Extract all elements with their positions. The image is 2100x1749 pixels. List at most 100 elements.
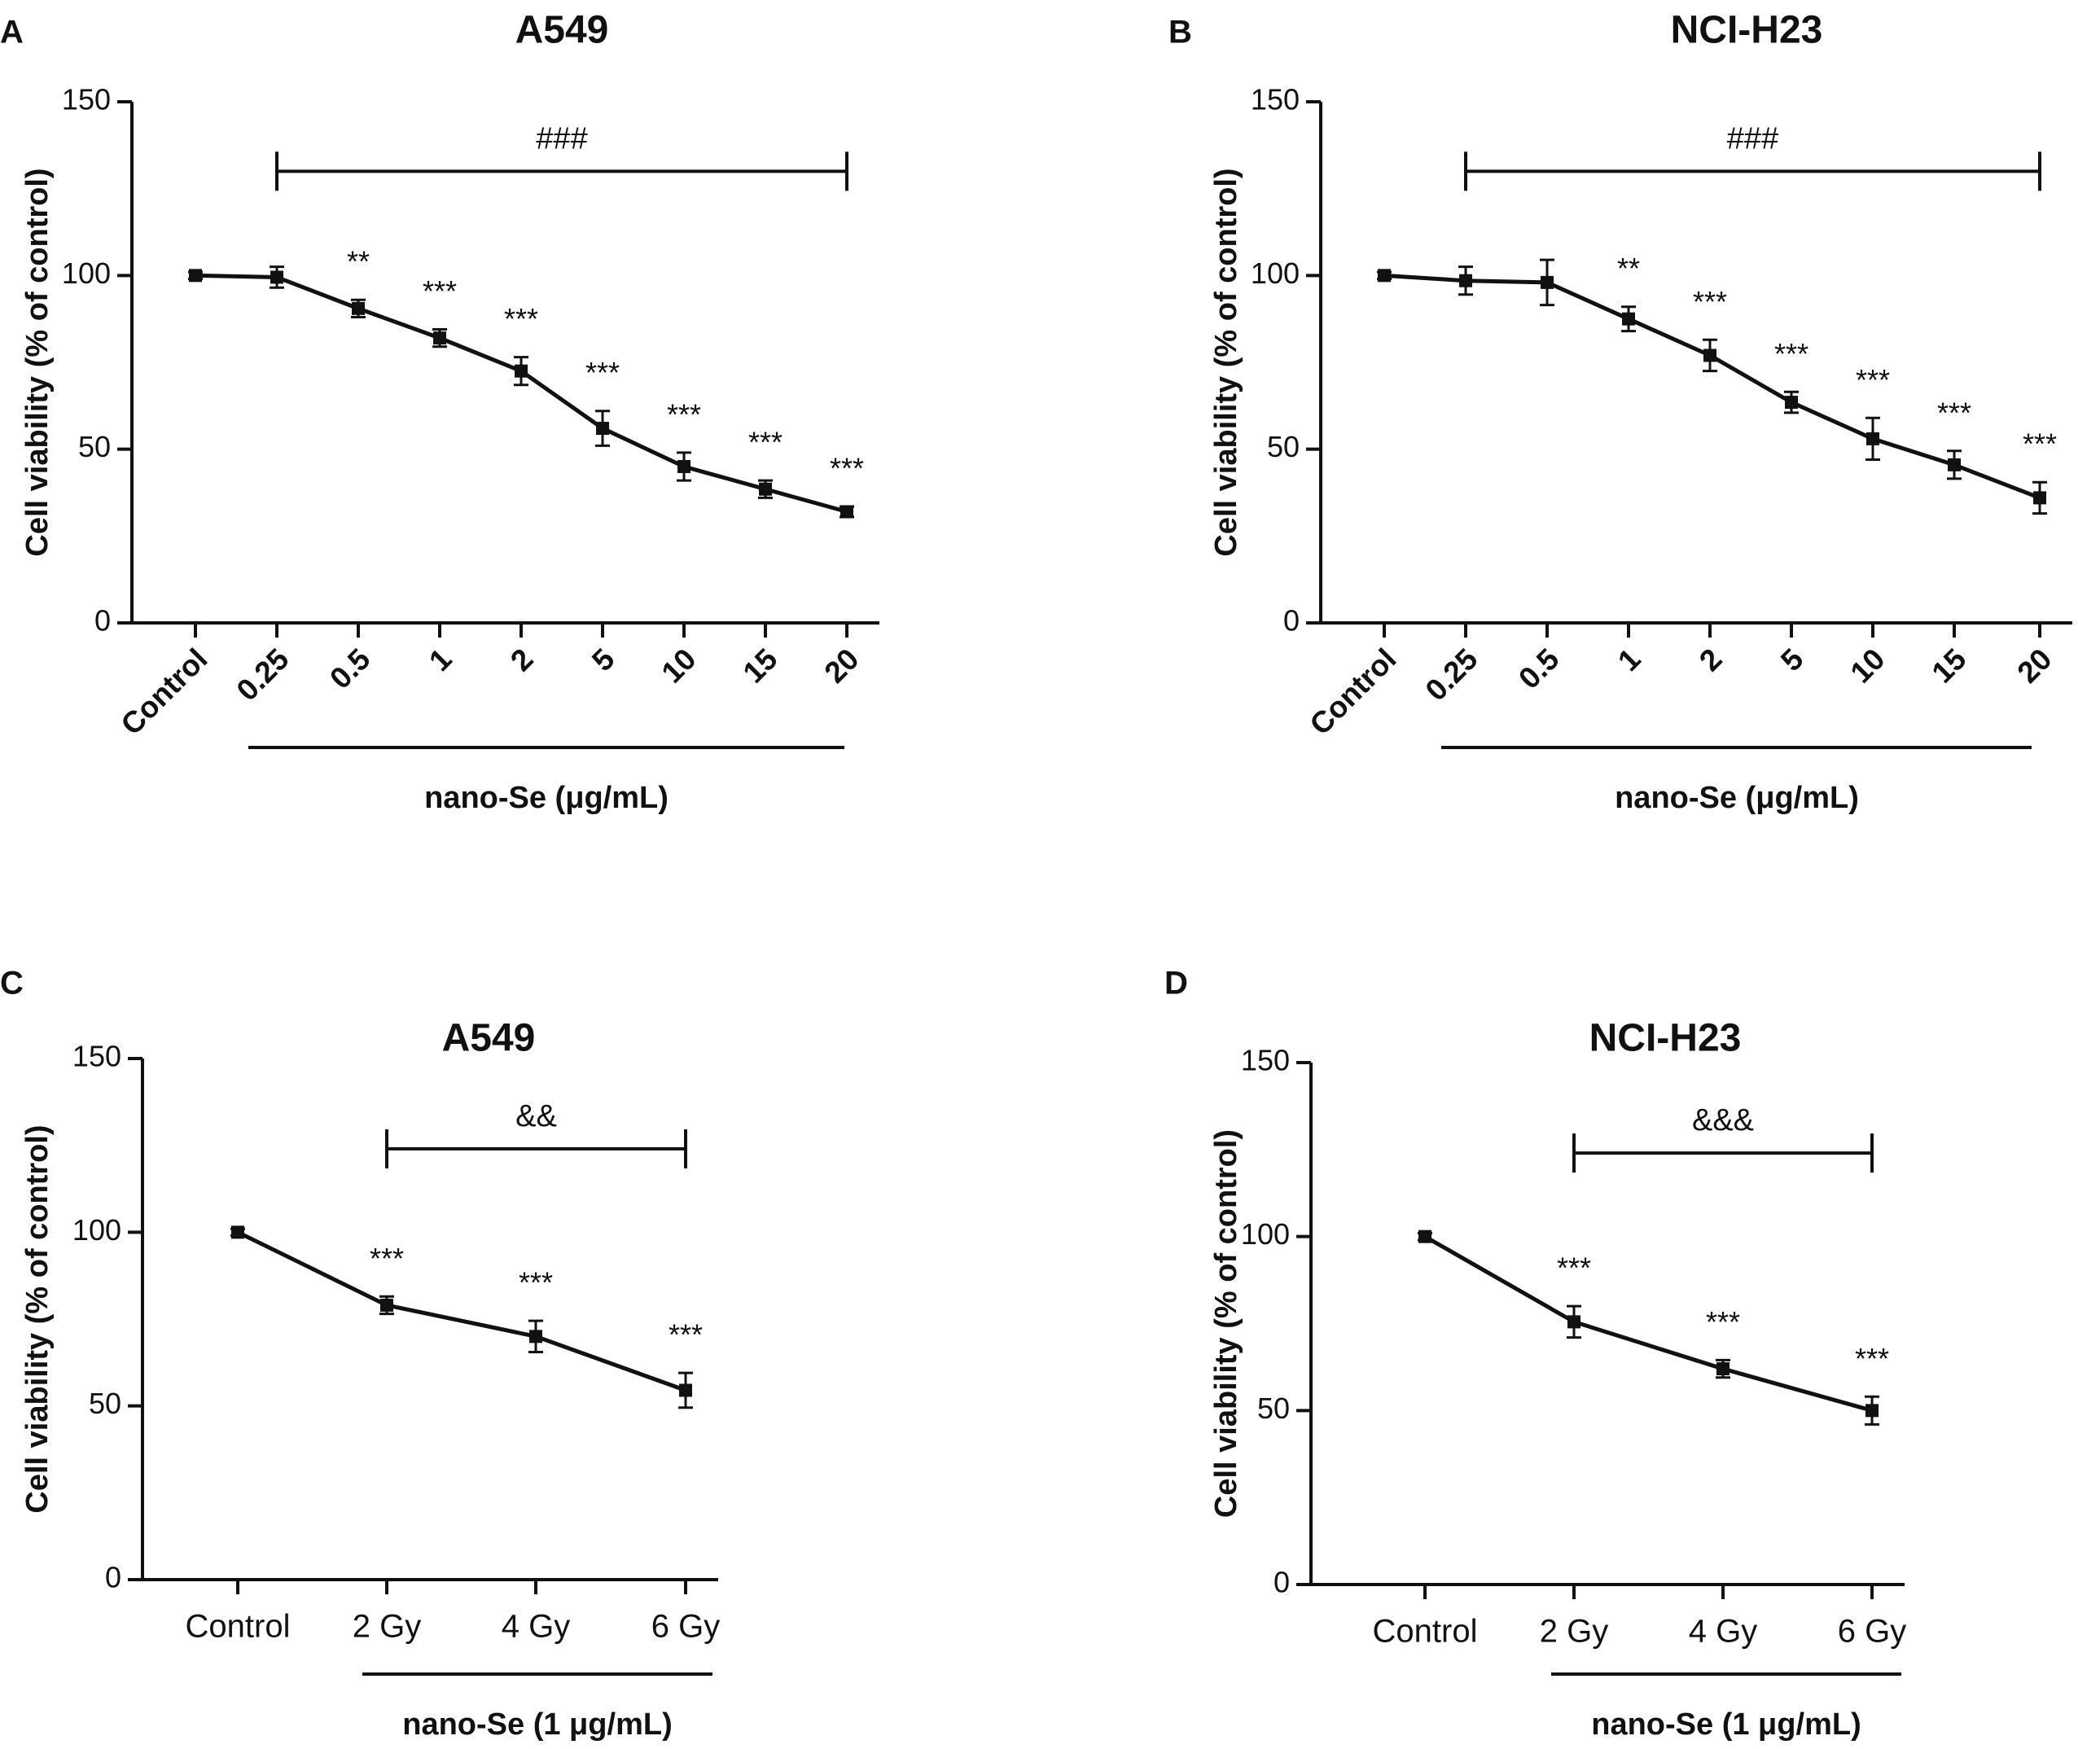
data-point xyxy=(677,460,691,473)
significance-label: *** xyxy=(370,1242,404,1275)
significance-label: *** xyxy=(585,356,620,389)
y-tick-label: 150 xyxy=(1241,1044,1290,1077)
data-point xyxy=(380,1298,393,1312)
data-point xyxy=(231,1225,244,1239)
data-point xyxy=(1865,1404,1879,1418)
y-tick-label: 50 xyxy=(1257,1392,1290,1425)
data-point xyxy=(1418,1230,1431,1243)
x-tick-label: 10 xyxy=(1844,642,1891,690)
data-point xyxy=(1541,275,1554,289)
significance-label: *** xyxy=(504,302,538,335)
data-point xyxy=(1459,274,1472,287)
y-tick-label: 150 xyxy=(72,1040,121,1073)
y-tick-label: 50 xyxy=(1267,430,1300,463)
x-tick-label: 4 Gy xyxy=(1689,1614,1757,1650)
data-point xyxy=(529,1330,542,1344)
data-point xyxy=(1866,432,1879,445)
chart-title: NCI-H23 xyxy=(1671,9,1823,52)
bracket-label: && xyxy=(515,1099,557,1133)
x-tick-label: 2 xyxy=(1693,642,1729,678)
y-tick-label: 150 xyxy=(1251,83,1300,116)
data-point xyxy=(759,482,772,496)
series-line xyxy=(1423,1234,1873,1413)
data-point xyxy=(352,301,365,315)
x-tick-label: Control xyxy=(1373,1614,1478,1650)
x-tick-label: Control xyxy=(115,642,214,742)
x-tick-label: 0.5 xyxy=(1512,642,1565,695)
data-point xyxy=(2033,491,2046,505)
significance-label: *** xyxy=(1856,363,1890,397)
y-tick-label: 0 xyxy=(1274,1566,1290,1599)
y-tick-label: 50 xyxy=(89,1387,121,1420)
x-tick-label: 1 xyxy=(1611,642,1647,678)
significance-label: *** xyxy=(830,452,864,485)
panel-letter: A xyxy=(0,15,24,50)
significance-label: *** xyxy=(669,1318,703,1352)
x-tick-label: 2 Gy xyxy=(353,1609,421,1645)
y-tick-label: 100 xyxy=(62,256,111,290)
data-point xyxy=(1622,312,1635,326)
x-tick-label: 20 xyxy=(2010,642,2058,690)
x-tick-label: 6 Gy xyxy=(1838,1614,1906,1650)
x-tick-label: 4 Gy xyxy=(502,1609,570,1645)
y-tick-label: 0 xyxy=(105,1561,121,1594)
series-line xyxy=(236,1230,686,1392)
x-tick-label: 15 xyxy=(1925,642,1972,690)
chart-panel-a: A A549 0 50 100 150 Cell viability (% of contr… xyxy=(0,9,879,815)
data-point xyxy=(1567,1315,1580,1329)
x-tick-label: 0.25 xyxy=(1419,642,1484,708)
significance-label: *** xyxy=(1855,1342,1889,1375)
x-tick-label: 0.25 xyxy=(230,642,296,708)
y-tick-label: 100 xyxy=(1251,256,1300,290)
y-axis-label: Cell viability (% of control) xyxy=(20,168,55,556)
y-axis-label: Cell viability (% of control) xyxy=(1209,1129,1243,1518)
significance-label: *** xyxy=(423,274,457,308)
data-point xyxy=(433,331,446,345)
chart-panel-d: D NCI-H23 0 50 100 150 Cell viability (% of co… xyxy=(1164,966,1906,1742)
data-point xyxy=(515,364,528,378)
chart-title: A549 xyxy=(442,1017,536,1060)
data-point xyxy=(1378,269,1391,283)
panel-letter: D xyxy=(1164,966,1188,1002)
x-tick-label: 15 xyxy=(736,642,783,690)
y-axis-label: Cell viability (% of control) xyxy=(1209,168,1243,556)
data-point xyxy=(1948,458,1961,471)
y-tick-label: 0 xyxy=(94,604,111,638)
data-point xyxy=(1785,396,1798,410)
y-tick-label: 50 xyxy=(78,430,111,463)
y-tick-label: 150 xyxy=(62,83,111,116)
chart-panel-c: C A549 0 50 100 150 Cell viability (% of contr… xyxy=(0,966,720,1742)
group-label: nano-Se (1 μg/mL) xyxy=(1591,1707,1861,1742)
x-tick-label: Control xyxy=(1304,642,1403,742)
significance-label: *** xyxy=(1774,337,1808,370)
panel-letter: C xyxy=(0,966,24,1002)
significance-label: *** xyxy=(1937,396,1971,429)
bracket-label: ### xyxy=(536,121,587,156)
data-point xyxy=(679,1383,692,1397)
panel-letter: B xyxy=(1168,15,1192,50)
significance-label: *** xyxy=(1706,1305,1740,1339)
significance-label: ** xyxy=(347,245,370,278)
chart-title: NCI-H23 xyxy=(1589,1017,1742,1060)
data-point xyxy=(1716,1362,1730,1376)
data-point xyxy=(189,269,202,283)
chart-panel-b: B NCI-H23 0 50 100 150 Cell viability (% of co… xyxy=(1168,9,2072,815)
y-axis-label: Cell viability (% of control) xyxy=(20,1124,55,1513)
data-point xyxy=(840,505,853,519)
x-tick-label: 5 xyxy=(585,642,621,678)
data-point xyxy=(1703,348,1716,362)
group-label: nano-Se (μg/mL) xyxy=(424,781,669,815)
data-point xyxy=(596,422,609,436)
x-tick-label: 2 Gy xyxy=(1540,1614,1608,1650)
significance-label: ** xyxy=(1617,252,1640,285)
x-tick-label: 0.5 xyxy=(323,642,376,695)
y-tick-label: 0 xyxy=(1283,604,1300,638)
significance-label: *** xyxy=(519,1266,553,1300)
bracket-label: &&& xyxy=(1692,1103,1754,1138)
significance-label: *** xyxy=(748,426,783,459)
group-label: nano-Se (1 μg/mL) xyxy=(402,1707,672,1742)
x-tick-label: 2 xyxy=(504,642,540,678)
x-tick-label: 10 xyxy=(655,642,702,690)
significance-label: *** xyxy=(667,397,701,431)
